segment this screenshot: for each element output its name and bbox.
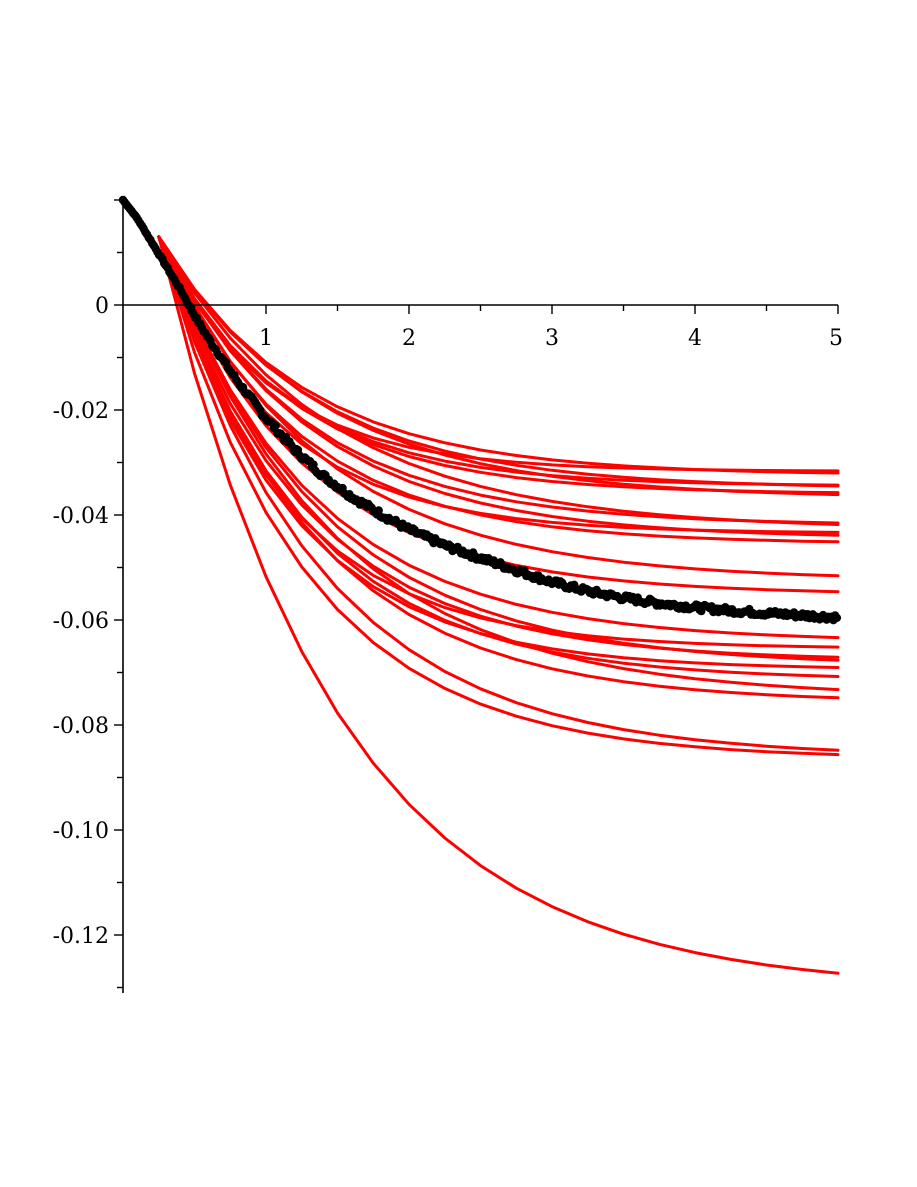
mean-curve: [118, 195, 842, 625]
simulation-curve: [157, 235, 840, 700]
y-tick-label: -0.02: [53, 399, 109, 424]
simulation-curve: [157, 235, 840, 752]
mean-point: [832, 613, 842, 622]
simulation-curve: [157, 235, 840, 578]
simulation-curve: [157, 235, 840, 678]
x-tick-label: 5: [829, 326, 843, 351]
x-tick-label: 2: [402, 326, 416, 351]
y-tick-label: -0.10: [53, 819, 109, 844]
simulation-curve: [157, 235, 840, 475]
axes: 1 2 3 4 5 0 -0.02 -0.04 -0.06 -0.08 -0.10 -0.12: [53, 198, 843, 993]
simulation-curve: [157, 235, 840, 975]
y-tick-label: 0: [95, 294, 109, 319]
simulation-curve: [157, 235, 840, 757]
simulation-curve: [157, 235, 840, 544]
y-tick-label: -0.12: [53, 924, 109, 949]
simulation-curve: [157, 235, 840, 526]
y-tick-label: -0.04: [53, 504, 109, 529]
x-tick-label: 3: [545, 326, 559, 351]
simulation-curve: [157, 235, 840, 692]
x-tick-label: 1: [259, 326, 273, 351]
simulation-curve: [157, 235, 840, 537]
y-tick-label: -0.06: [53, 609, 109, 634]
simulation-curve: [157, 235, 840, 497]
simulation-curve: [157, 235, 840, 640]
x-tick-label: 4: [688, 326, 702, 351]
y-tick-label: -0.08: [53, 714, 109, 739]
simulation-curve: [157, 235, 840, 662]
mean-point: [271, 421, 280, 430]
